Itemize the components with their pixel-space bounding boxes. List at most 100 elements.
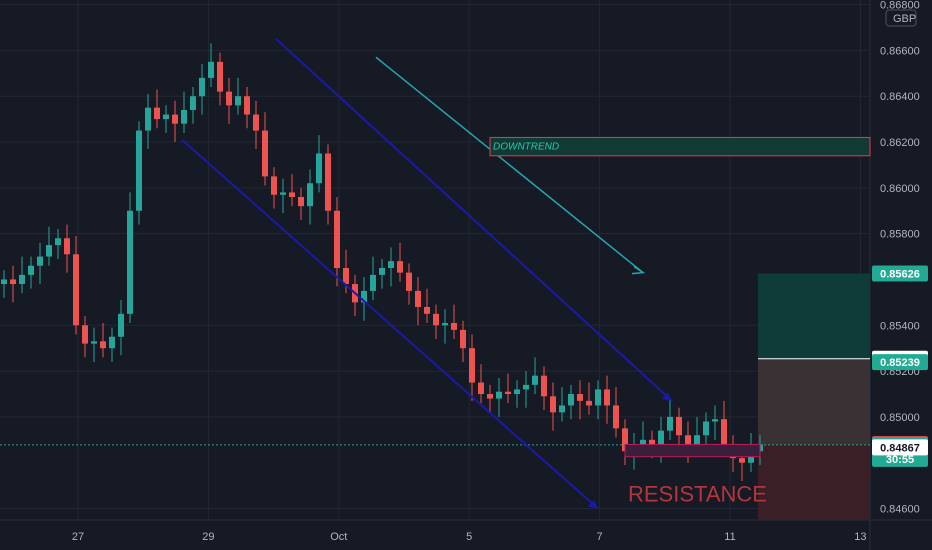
candle-body [559,405,565,413]
price-badge-label: 0.85626 [880,269,920,281]
candle-body [415,290,421,307]
candle-body [181,109,187,124]
candle-body [577,394,583,401]
candle-body [622,428,628,452]
candle-body [397,261,403,273]
downtrend-label: DOWNTREND [493,141,559,152]
candle-body [460,329,466,349]
candle-body [55,238,61,246]
price-axis[interactable]: 0.86800 0.86600 0.86400 0.86200 0.86000 0.858… [880,0,920,516]
resistance-box [624,443,761,458]
candle-body [676,416,682,436]
candle-body [487,394,493,399]
candle-body [388,261,394,269]
candle-body [91,341,97,344]
trend-arrowhead [631,265,646,275]
candle-body [262,130,268,177]
channel-upper-line [275,38,673,402]
candle-body [667,416,673,431]
position-zones [758,273,870,520]
candle-body [739,458,745,463]
candle-body [712,419,718,422]
candle-body [649,439,655,445]
candle-body [721,419,727,445]
candle-body [190,96,196,110]
currency-box [885,9,917,27]
candle-body [118,313,124,337]
candle-body [469,348,475,383]
time-axis[interactable]: 27 29 Oct 5 7 11 13 [72,531,867,543]
candle-body [217,61,223,92]
profit-zone [758,358,870,445]
candle-body [496,391,502,399]
price-badge [872,265,928,282]
price-tick-label: 0.86400 [880,91,920,103]
price-tick-label: 0.85000 [880,412,920,424]
candle-body [586,400,592,406]
candle-body [379,268,385,275]
price-badge [872,354,928,371]
channel-lower-line [181,138,599,510]
candle-body [316,153,322,184]
candle-body [334,210,340,269]
candle-body [451,322,457,330]
time-tick-label: 13 [854,531,866,543]
candle-body [298,197,304,207]
candle-body [280,192,286,195]
time-tick-label: 5 [466,531,472,543]
candle-body [235,96,241,106]
candle-body [172,114,178,124]
candle-series [1,43,763,482]
candle-body [658,430,664,445]
candle-body [433,313,439,326]
time-tick-label: Oct [330,531,347,543]
time-tick-label: 27 [72,531,84,543]
price-badge-label: 0.84867 [880,442,920,454]
candle-body [505,391,511,395]
candle-body [424,306,430,314]
price-badge-label: 0.85239 [880,357,920,369]
candle-body [1,279,7,285]
candle-body [694,435,700,445]
candle-body [244,96,250,115]
price-tick-label: 0.86800 [880,0,920,12]
price-badge [872,439,928,456]
candle-body [532,375,538,385]
time-tick-label: 11 [724,531,735,543]
time-tick-label: 29 [202,531,214,543]
candle-body [361,290,367,303]
candle-body [640,439,646,447]
candle-body [343,268,349,285]
candle-body [163,114,169,120]
candle-body [46,245,52,257]
countdown-label: 30:55 [886,454,914,466]
target-zone [758,273,870,359]
price-tick-label: 0.86000 [880,183,920,195]
candle-body [10,279,16,285]
candle-body [550,396,556,413]
candle-body [613,405,619,429]
candle-body [145,107,151,131]
candle-body [685,435,691,445]
price-tick-label: 0.85800 [880,229,920,241]
resistance-label: RESISTANCE [628,482,767,507]
price-tick-label: 0.86200 [880,137,920,149]
candle-body [370,274,376,291]
downtrend-box [489,136,871,157]
channel-lower-arrowhead [588,500,598,509]
candle-body [289,192,295,198]
candle-body [73,254,79,326]
candle-body [325,153,331,211]
stop-zone [758,444,870,520]
candle-body [199,77,205,97]
candle-body [271,176,277,195]
candle-body [514,389,520,395]
candle-body [406,272,412,291]
candle-body [127,210,133,314]
candle-body [307,183,313,207]
trend-arrow-line [375,56,644,274]
price-tick-label: 0.84600 [880,504,920,516]
candle-body [541,375,547,397]
candle-body [478,382,484,395]
